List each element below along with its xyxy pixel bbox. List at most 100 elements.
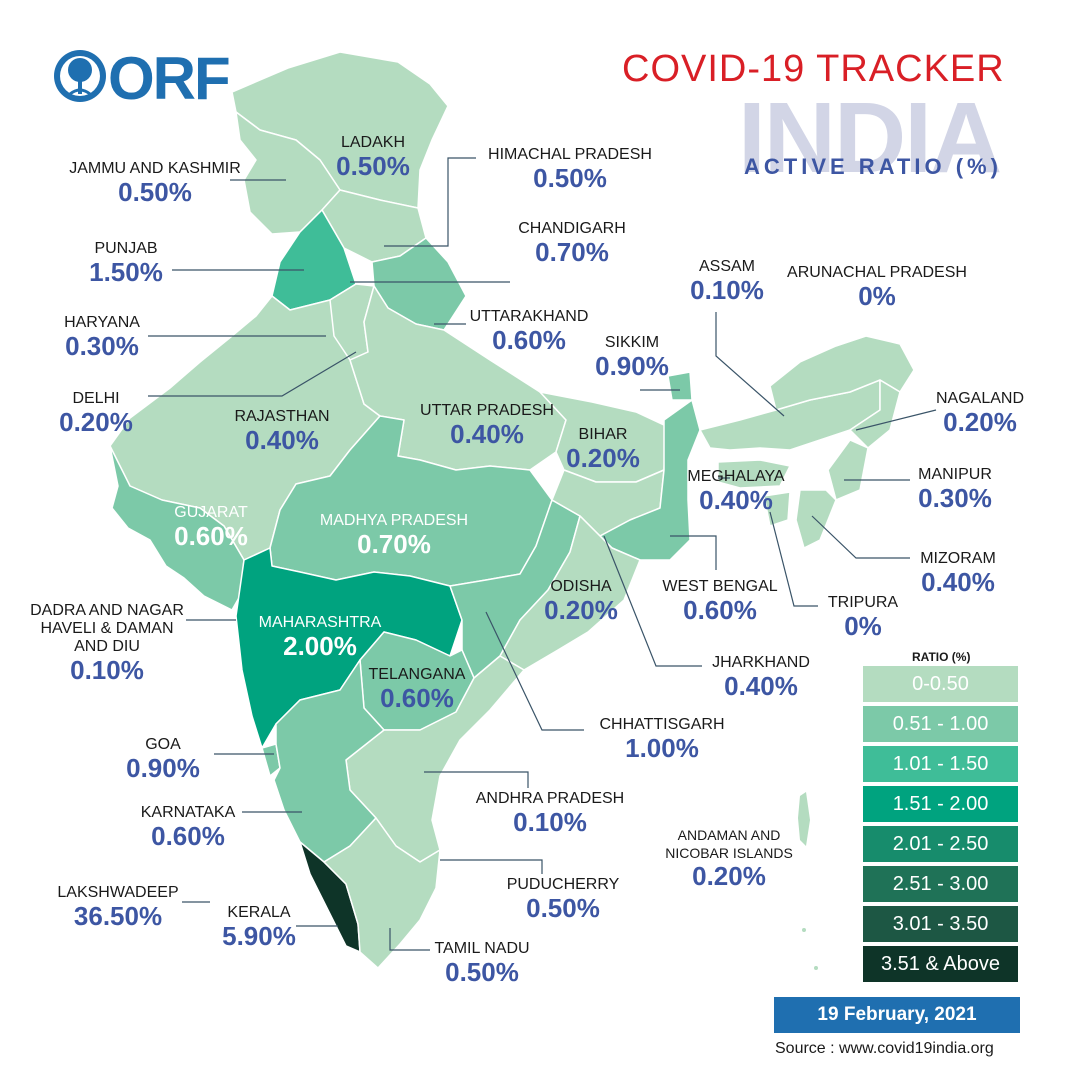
- state-name: ASSAM: [698, 258, 755, 275]
- state-value: 0.10%: [690, 275, 764, 305]
- legend-item: 1.51 - 2.00: [863, 786, 1018, 822]
- label-chandigarh: CHANDIGARH 0.70%: [510, 220, 634, 266]
- state-value: 0.60%: [174, 521, 248, 551]
- state-value: 0.50%: [118, 177, 192, 207]
- label-chhattisgarh: CHHATTISGARH 1.00%: [590, 716, 734, 762]
- label-sikkim: SIKKIM 0.90%: [590, 334, 674, 380]
- region-meghalaya: [717, 459, 791, 489]
- state-value: 0.20%: [566, 443, 640, 473]
- state-name: JAMMU AND KASHMIR: [69, 160, 241, 177]
- label-nagaland: NAGALAND 0.20%: [930, 390, 1030, 436]
- state-value: 0.20%: [943, 407, 1017, 437]
- state-name: NAGALAND: [935, 390, 1025, 407]
- legend-item: 3.51 & Above: [863, 946, 1018, 982]
- label-jharkhand: JHARKHAND 0.40%: [702, 654, 820, 700]
- region-andaman: [798, 792, 810, 846]
- state-value: 0%: [844, 611, 882, 641]
- label-uttar-pradesh: UTTAR PRADESH 0.40%: [412, 402, 562, 448]
- state-name: CHHATTISGARH: [599, 716, 725, 733]
- state-value: 0.50%: [533, 163, 607, 193]
- state-name: KERALA: [227, 904, 291, 921]
- state-name: ODISHA: [550, 578, 612, 595]
- state-value: 0.90%: [126, 753, 200, 783]
- label-kerala: KERALA 5.90%: [214, 904, 304, 950]
- state-name: HARYANA: [64, 314, 140, 331]
- region-arunachal: [769, 335, 915, 411]
- legend-title: RATIO (%): [912, 650, 971, 664]
- leader-himachal: [384, 157, 476, 247]
- tracker-title: COVID-19 TRACKER: [622, 48, 1005, 90]
- state-name: CHANDIGARH: [518, 220, 626, 237]
- state-name: ARUNACHAL PRADESH: [787, 264, 967, 281]
- leader-andhra: [424, 771, 529, 788]
- state-value: 0.50%: [445, 957, 519, 987]
- state-value: 1.00%: [625, 733, 699, 763]
- region-manipur: [827, 439, 869, 501]
- region-gujarat: [109, 445, 245, 611]
- label-bihar: BIHAR 0.20%: [560, 426, 646, 472]
- state-name: UTTARAKHAND: [469, 308, 589, 325]
- label-jammu-kashmir: JAMMU AND KASHMIR 0.50%: [60, 160, 250, 206]
- label-delhi: DELHI 0.20%: [50, 390, 142, 436]
- state-name: GUJARAT: [174, 504, 248, 521]
- state-value: 0.40%: [450, 419, 524, 449]
- label-rajasthan: RAJASTHAN 0.40%: [226, 408, 338, 454]
- label-uttarakhand: UTTARAKHAND 0.60%: [464, 308, 594, 354]
- label-dadra: DADRA AND NAGAR HAVELI & DAMAN AND DIU 0…: [28, 602, 186, 684]
- label-haryana: HARYANA 0.30%: [56, 314, 148, 360]
- region-tripura: [763, 491, 791, 527]
- label-punjab: PUNJAB 1.50%: [78, 240, 174, 286]
- label-manipur: MANIPUR 0.30%: [908, 466, 1002, 512]
- state-name: GOA: [145, 736, 181, 753]
- label-ladakh: LADAKH 0.50%: [330, 134, 416, 180]
- state-value: 0.20%: [692, 861, 766, 891]
- legend-item: 1.01 - 1.50: [863, 746, 1018, 782]
- label-west-bengal: WEST BENGAL 0.60%: [662, 578, 778, 624]
- state-name: MAHARASHTRA: [258, 614, 382, 631]
- region-sikkim: [667, 371, 693, 401]
- leader-west-bengal: [670, 535, 717, 570]
- label-odisha: ODISHA 0.20%: [538, 578, 624, 624]
- label-assam: ASSAM 0.10%: [684, 258, 770, 304]
- state-value: 0.40%: [699, 485, 773, 515]
- label-andhra: ANDHRA PRADESH 0.10%: [470, 790, 630, 836]
- logo-text: ORF: [108, 45, 231, 112]
- label-arunachal: ARUNACHAL PRADESH 0%: [782, 264, 972, 310]
- state-name: LAKSHWADEEP: [57, 884, 179, 901]
- country-watermark: INDIA: [738, 82, 1002, 194]
- state-value: 0.60%: [683, 595, 757, 625]
- state-name: TELANGANA: [368, 666, 466, 683]
- state-value: 0.40%: [921, 567, 995, 597]
- state-name: BIHAR: [578, 426, 628, 443]
- leader-chhattisgarh: [485, 611, 584, 731]
- state-name: MIZORAM: [920, 550, 996, 567]
- state-value: 0.20%: [59, 407, 133, 437]
- label-mizoram: MIZORAM 0.40%: [908, 550, 1008, 596]
- label-madhya-pradesh: MADHYA PRADESH 0.70%: [314, 512, 474, 558]
- legend-item: 2.01 - 2.50: [863, 826, 1018, 862]
- state-name: RAJASTHAN: [234, 408, 330, 425]
- state-value: 0.50%: [336, 151, 410, 181]
- leader-jharkhand: [603, 535, 702, 667]
- state-name: JHARKHAND: [712, 654, 810, 671]
- region-tamil-nadu: [323, 817, 441, 969]
- state-value: 0.40%: [245, 425, 319, 455]
- state-name: MEGHALAYA: [687, 468, 785, 485]
- state-value: 0.40%: [724, 671, 798, 701]
- state-value: 0.10%: [70, 655, 144, 685]
- label-andaman: ANDAMAN AND NICOBAR ISLANDS 0.20%: [662, 826, 796, 890]
- label-tamil-nadu: TAMIL NADU 0.50%: [426, 940, 538, 986]
- source-text: Source : www.covid19india.org: [775, 1040, 994, 1057]
- region-nicobar-2: [814, 966, 818, 970]
- state-value: 0.60%: [492, 325, 566, 355]
- legend-item: 2.51 - 3.00: [863, 866, 1018, 902]
- label-maharashtra: MAHARASHTRA 2.00%: [252, 614, 388, 660]
- state-name: TRIPURA: [827, 594, 899, 611]
- state-value: 0.60%: [151, 821, 225, 851]
- label-telangana: TELANGANA 0.60%: [362, 666, 472, 712]
- legend-item: 0-0.50: [863, 666, 1018, 702]
- state-value: 1.50%: [89, 257, 163, 287]
- state-value: 0.70%: [535, 237, 609, 267]
- legend-item: 3.01 - 3.50: [863, 906, 1018, 942]
